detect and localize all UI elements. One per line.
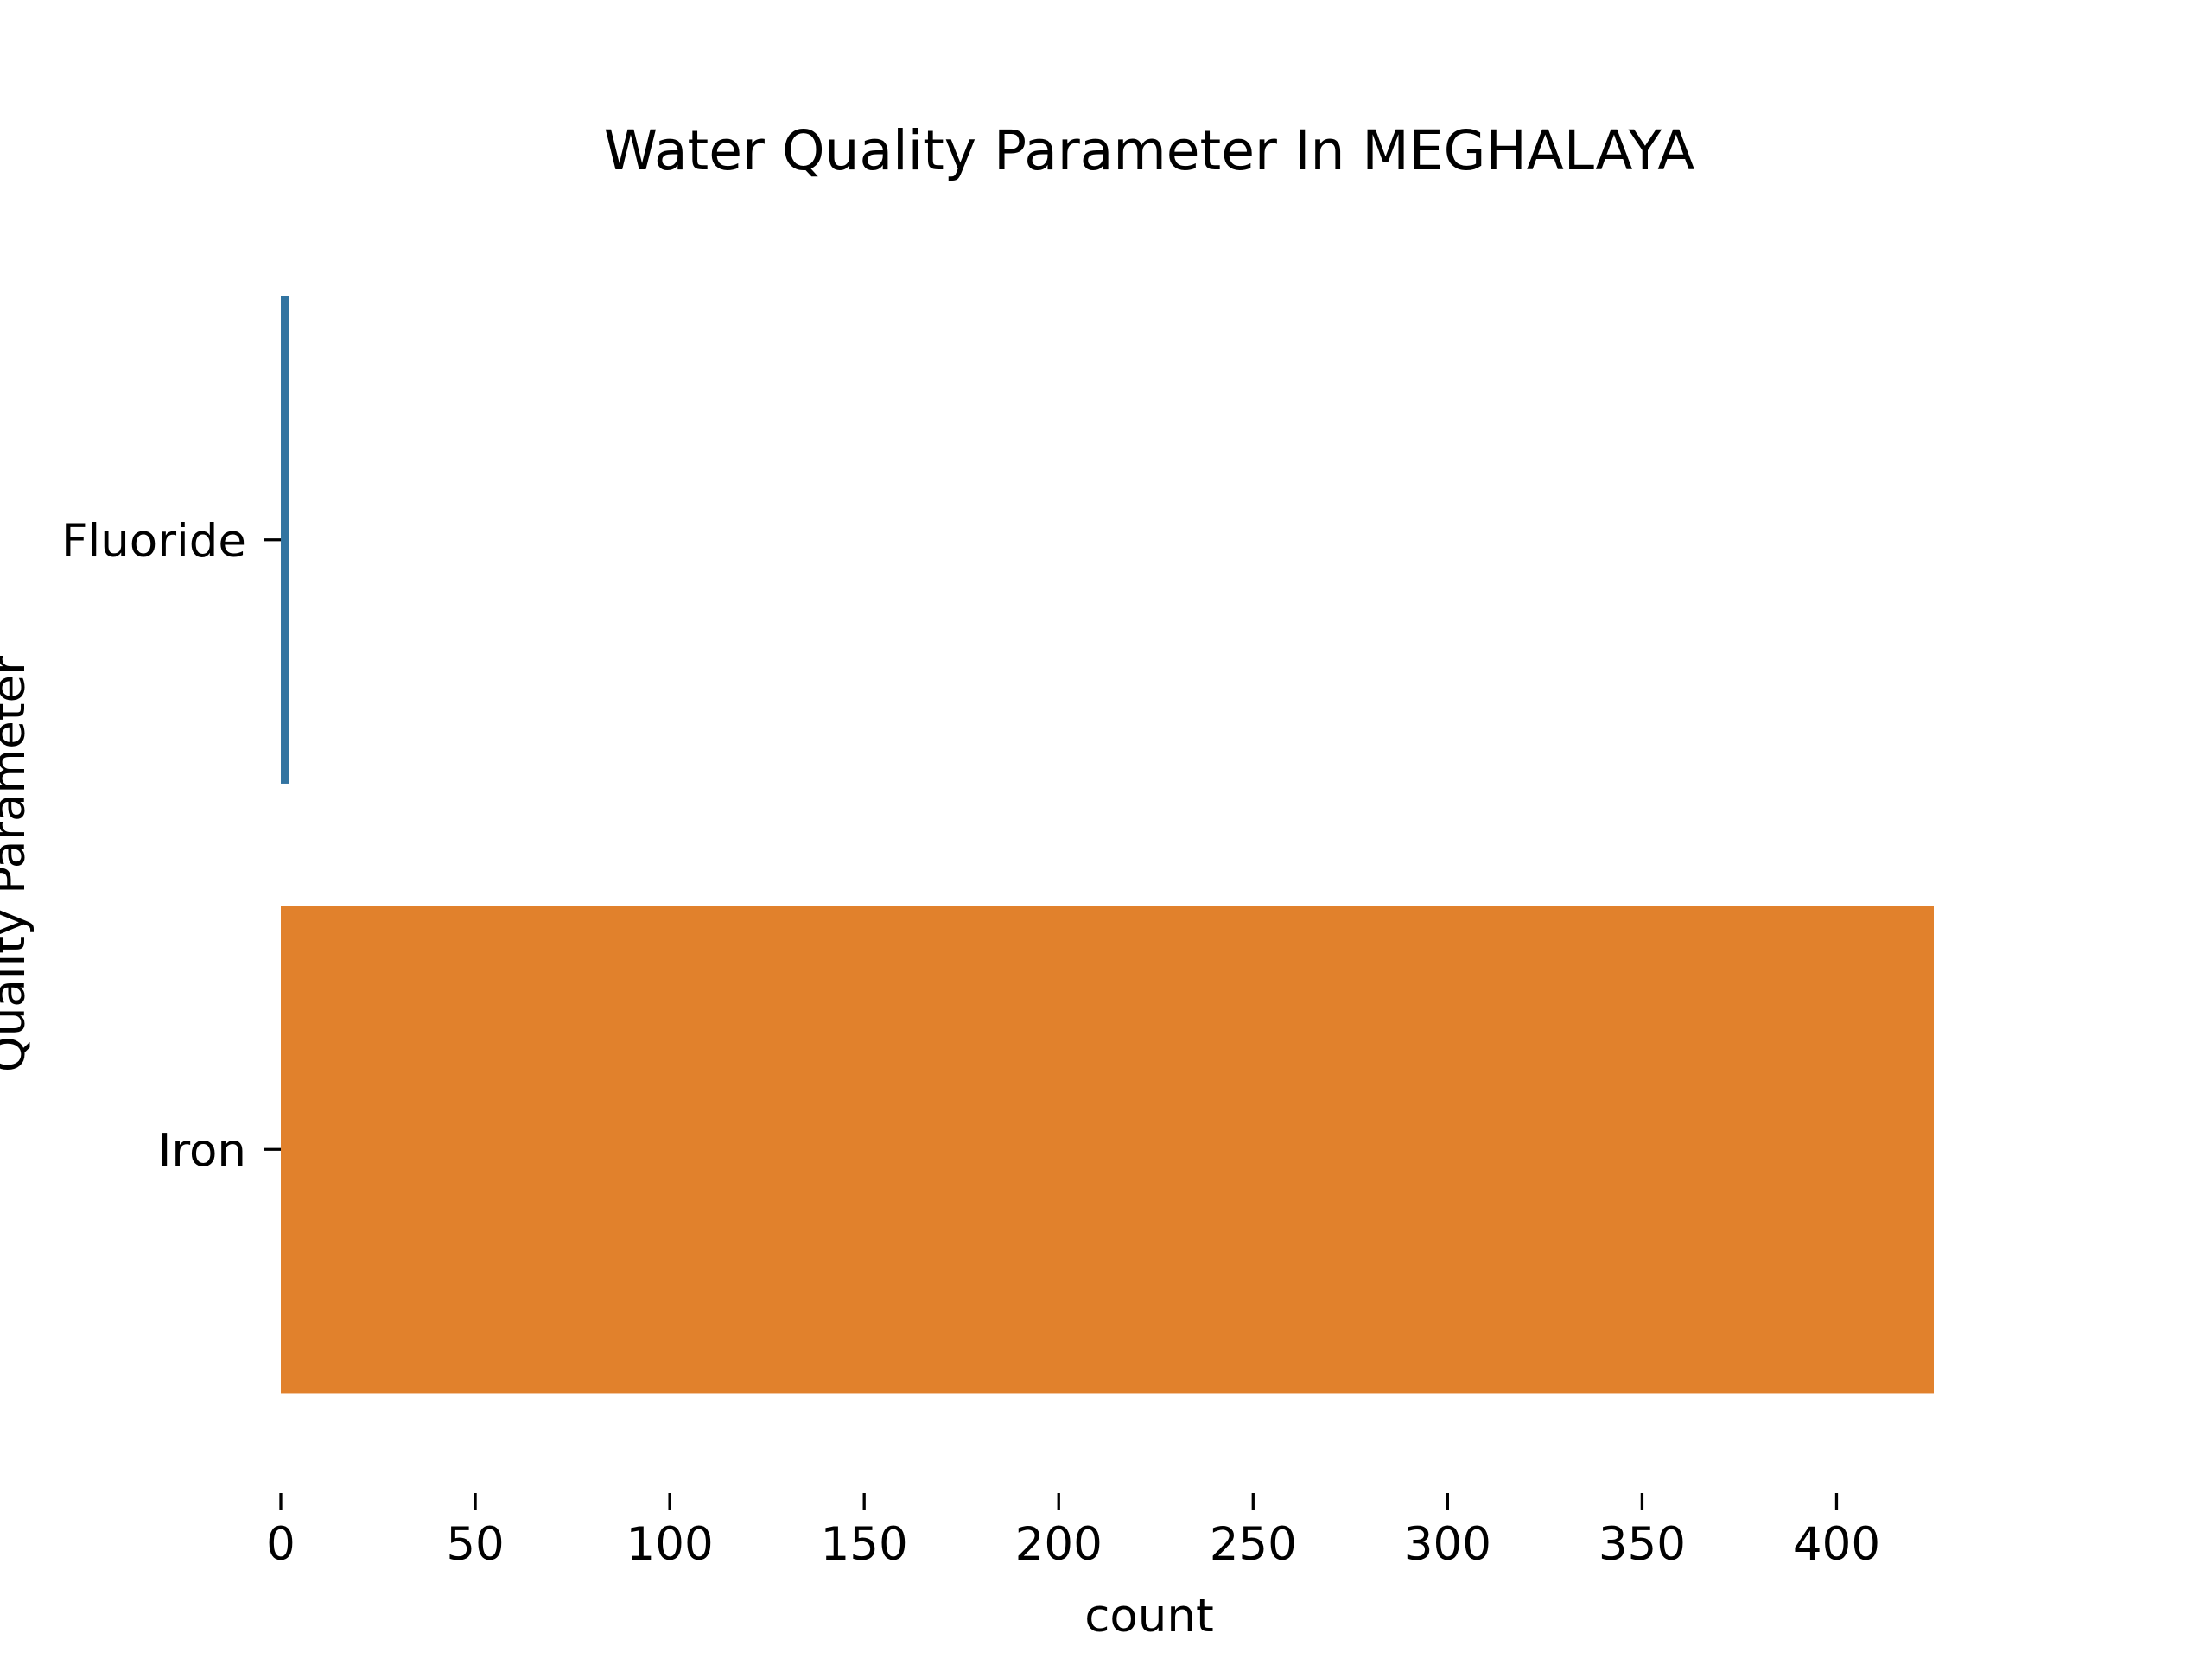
x-tick-label-150: 150 (821, 1518, 908, 1571)
y-tick-label-iron: Iron (158, 1124, 246, 1177)
x-tick-label-0: 0 (266, 1518, 296, 1571)
y-tick-label-fluoride: Fluoride (61, 515, 246, 568)
bar-fluoride (281, 296, 289, 784)
x-axis-label: count (1084, 1590, 1214, 1643)
x-axis-ticks: 0 50 100 150 200 250 300 350 400 (266, 1493, 1880, 1571)
x-tick-label-200: 200 (1015, 1518, 1103, 1571)
y-axis-label: Quality Parameter (0, 656, 35, 1072)
bars-group (281, 296, 1934, 1394)
bar-iron (281, 906, 1934, 1394)
x-tick-label-350: 350 (1599, 1518, 1686, 1571)
chart-title: Water Quality Parameter In MEGHALAYA (604, 119, 1695, 182)
x-tick-label-400: 400 (1793, 1518, 1880, 1571)
x-tick-label-50: 50 (446, 1518, 504, 1571)
x-tick-label-100: 100 (626, 1518, 714, 1571)
y-axis-ticks: Fluoride Iron (61, 515, 281, 1177)
x-tick-label-250: 250 (1210, 1518, 1297, 1571)
x-tick-label-300: 300 (1404, 1518, 1491, 1571)
